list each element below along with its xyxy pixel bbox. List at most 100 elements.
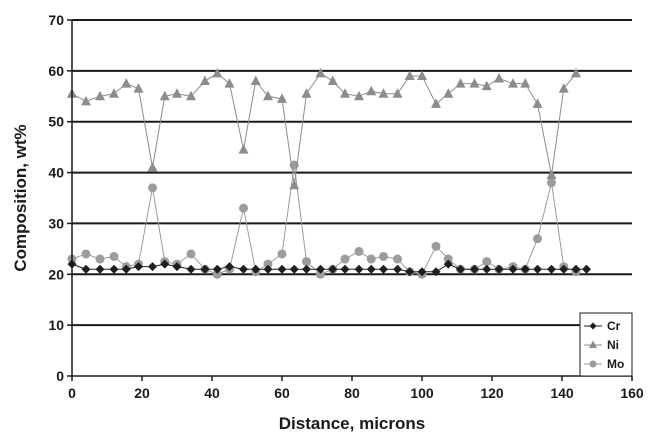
point-cr-39	[571, 264, 581, 274]
point-cr-34	[508, 264, 518, 274]
point-cr-25	[393, 264, 402, 274]
point-cr-10	[200, 264, 210, 274]
series-line-mo	[71, 164, 577, 275]
point-ni-10	[200, 75, 210, 86]
point-cr-6	[148, 262, 157, 272]
point-ni-22	[354, 90, 364, 101]
point-mo-13	[239, 203, 248, 213]
point-cr-1	[81, 264, 91, 274]
point-cr-3	[109, 264, 119, 274]
point-cr-15	[263, 264, 273, 274]
point-cr-37	[547, 264, 556, 274]
point-cr-7	[160, 259, 170, 269]
point-mo-19	[316, 269, 325, 279]
point-cr-14	[251, 264, 261, 274]
point-cr-27	[417, 267, 427, 277]
point-ni-13	[238, 144, 249, 154]
point-cr-30	[456, 264, 465, 274]
point-ni-37	[546, 169, 557, 180]
point-mo-32	[482, 257, 492, 267]
point-ni-31	[469, 78, 480, 88]
x-tick-label-100: 100	[410, 385, 434, 401]
point-cr-5	[134, 262, 143, 272]
point-cr-4	[121, 264, 131, 274]
legend-marker-mo	[589, 360, 597, 368]
point-ni-18	[301, 88, 312, 98]
x-tick-label-120: 120	[480, 385, 504, 401]
point-cr-28	[431, 267, 441, 277]
x-tick-label-160: 160	[620, 385, 644, 401]
point-cr-2	[95, 264, 105, 274]
x-axis-title: Distance, microns	[279, 414, 425, 433]
point-cr-13	[239, 264, 248, 274]
point-mo-15	[263, 259, 273, 269]
x-tick-label-80: 80	[344, 385, 360, 401]
point-mo-18	[302, 257, 311, 267]
point-ni-36	[532, 98, 543, 108]
point-cr-23	[366, 264, 376, 274]
point-mo-2	[95, 254, 105, 264]
grid-layer	[72, 19, 632, 327]
point-cr-29	[443, 259, 453, 269]
x-tick-label-60: 60	[274, 385, 290, 401]
y-tick-label-30: 30	[48, 215, 64, 231]
point-cr-18	[302, 264, 311, 274]
point-ni-14	[250, 75, 261, 86]
point-ni-9	[186, 90, 196, 101]
series-cr	[67, 259, 591, 277]
series-layer	[67, 67, 591, 279]
point-cr-32	[482, 264, 492, 274]
series-mo	[67, 160, 581, 279]
y-tick-label-70: 70	[48, 12, 64, 28]
point-cr-21	[340, 264, 350, 274]
y-tick-label-0: 0	[56, 368, 64, 384]
point-mo-29	[443, 254, 453, 264]
point-ni-21	[340, 88, 350, 98]
point-cr-24	[379, 264, 388, 274]
point-cr-38	[559, 264, 569, 274]
point-ni-3	[109, 88, 119, 98]
point-cr-40	[582, 264, 591, 274]
point-ni-33	[494, 72, 504, 83]
point-ni-16	[277, 93, 287, 103]
point-ni-20	[327, 75, 338, 86]
point-mo-36	[533, 234, 542, 244]
point-cr-17	[289, 264, 299, 274]
point-cr-9	[186, 264, 196, 274]
point-ni-32	[481, 80, 492, 91]
point-mo-9	[186, 249, 196, 259]
point-ni-19	[315, 67, 326, 78]
point-ni-15	[263, 90, 273, 101]
point-ni-5	[133, 83, 144, 93]
y-tick-label-40: 40	[48, 165, 64, 181]
point-ni-29	[443, 88, 454, 98]
point-ni-1	[81, 95, 91, 106]
point-mo-23	[366, 254, 376, 264]
y-tick-label-50: 50	[48, 114, 64, 130]
legend-label-cr: Cr	[607, 319, 621, 333]
point-ni-11	[212, 67, 223, 78]
point-mo-16	[277, 249, 287, 259]
point-ni-17	[289, 179, 300, 190]
legend-label-mo: Mo	[607, 357, 624, 371]
point-ni-28	[431, 98, 441, 108]
point-cr-12	[225, 262, 234, 272]
point-ni-12	[224, 78, 235, 88]
point-ni-39	[571, 67, 581, 78]
point-cr-8	[172, 262, 182, 272]
point-mo-6	[148, 183, 157, 193]
point-cr-20	[328, 264, 338, 274]
x-tick-label-40: 40	[204, 385, 220, 401]
axis-layer: 0 10 20 30 40 50 60 70 0 20 40 60 80 100 120 140 160	[48, 12, 643, 401]
point-ni-26	[404, 70, 415, 80]
point-cr-11	[212, 264, 222, 274]
point-mo-11	[212, 269, 222, 279]
point-mo-21	[340, 254, 350, 264]
legend-marker-ni	[589, 340, 597, 348]
y-tick-label-20: 20	[48, 266, 64, 282]
point-cr-22	[354, 264, 364, 274]
x-tick-label-0: 0	[68, 385, 76, 401]
point-mo-3	[109, 251, 119, 261]
x-tick-label-140: 140	[550, 385, 574, 401]
